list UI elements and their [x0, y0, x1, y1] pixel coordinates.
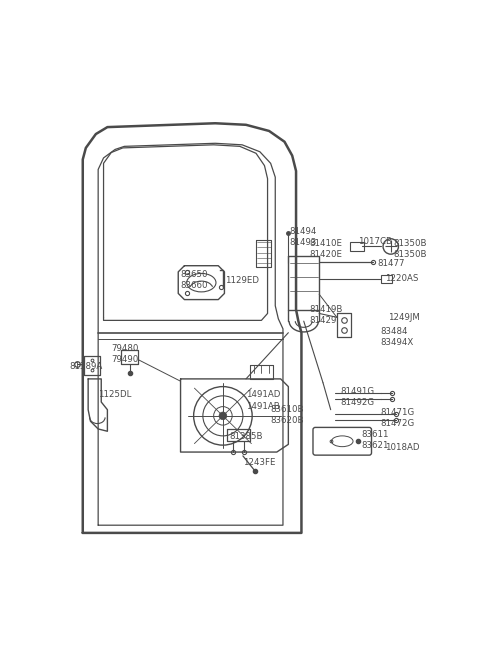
Text: 81491G
81492G: 81491G 81492G [340, 386, 374, 407]
Text: 1249JM: 1249JM [388, 314, 420, 322]
Text: 1018AD: 1018AD [384, 443, 419, 452]
Text: 83650
83660: 83650 83660 [180, 270, 208, 290]
Text: 1017CB: 1017CB [358, 237, 392, 246]
Text: 1125DL: 1125DL [98, 390, 132, 400]
Text: 81477: 81477 [377, 259, 404, 268]
Text: 81350B
81350B: 81350B 81350B [394, 239, 427, 259]
Text: 1220AS: 1220AS [384, 274, 418, 283]
Text: 83611
83621: 83611 83621 [361, 430, 389, 450]
Text: 81494
81493: 81494 81493 [289, 227, 316, 248]
Text: 1243FE: 1243FE [243, 458, 276, 467]
Text: 83610B
83620B: 83610B 83620B [271, 405, 304, 425]
Text: 81419B
81429: 81419B 81429 [309, 305, 343, 325]
Text: 81385B: 81385B [229, 432, 263, 441]
Circle shape [219, 412, 227, 420]
Text: 83484
83494X: 83484 83494X [381, 327, 414, 346]
Text: 79480
79490: 79480 79490 [111, 345, 139, 364]
Text: 81389A: 81389A [69, 362, 102, 371]
Text: 1491AD
1491AB: 1491AD 1491AB [246, 390, 280, 411]
Text: 1129ED: 1129ED [225, 276, 259, 285]
Text: 81410E
81420E: 81410E 81420E [309, 239, 342, 259]
Text: 81471G
81472G: 81471G 81472G [381, 408, 415, 428]
